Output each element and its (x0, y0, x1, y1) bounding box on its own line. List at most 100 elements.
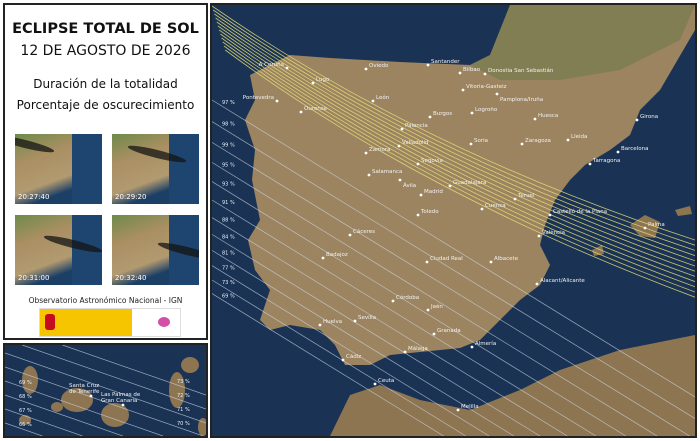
island (61, 388, 93, 412)
eclipse-map[interactable]: 97 % 98 % 99 % 95 % 93 % 91 % 88 % 84 % 81 % 77 %… (210, 3, 697, 438)
city-dot (461, 88, 465, 92)
city-label: Lleida (571, 134, 587, 140)
city-marker[interactable]: Donostia San Sebastián (483, 67, 554, 76)
thumbnail-2[interactable]: 20:29:20 (112, 134, 199, 204)
city-marker[interactable]: Sevilla (353, 315, 376, 323)
coverage-line (212, 217, 568, 436)
coverage-label: 68 % (19, 394, 32, 400)
city-marker[interactable]: Bilbao (458, 67, 481, 75)
city-marker[interactable]: Jaén (426, 303, 444, 312)
city-marker[interactable]: Huesca (533, 113, 559, 121)
city-marker[interactable]: Teruel (513, 193, 535, 201)
city-marker[interactable]: Salamanca (367, 169, 403, 177)
city-marker[interactable]: León (371, 94, 390, 103)
city-marker[interactable]: Almería (470, 340, 497, 349)
city-marker[interactable]: Ceuta (373, 378, 395, 386)
city-marker[interactable]: Zaragoza (520, 138, 551, 146)
city-marker[interactable]: Cáceres (348, 228, 376, 237)
city-marker[interactable]: Ciudad Real (425, 256, 464, 264)
city-label: Santa Cruz de Tenerife (69, 383, 100, 395)
city-marker[interactable]: Castelló de la Plana (548, 208, 608, 217)
city-marker[interactable]: Cádiz (341, 353, 362, 362)
thumbnail-4[interactable]: 20:32:40 (112, 215, 199, 285)
city-dot (348, 233, 352, 237)
city-marker[interactable]: Logroño (470, 107, 498, 115)
city-dot (341, 358, 345, 362)
city-label: Donostia San Sebastián (488, 67, 554, 74)
city-marker[interactable]: Málaga (403, 345, 428, 354)
city-label: Girona (640, 114, 658, 120)
coverage-line (212, 99, 695, 398)
city-marker[interactable]: Madrid (419, 189, 443, 197)
coverage-line (22, 345, 206, 410)
city-dot (616, 150, 620, 154)
city-marker[interactable]: Valladolid (397, 140, 429, 148)
city-marker[interactable]: Alacant/Alicante (535, 278, 586, 286)
city-marker[interactable]: Ourense (299, 106, 328, 114)
city-dot (566, 138, 570, 142)
city-label: Madrid (424, 189, 443, 195)
canary-islands-inset: 73 % 72 % 71 % 70 % 69 % 68 % 67 % 66 % Santa Cr… (3, 343, 208, 438)
city-marker[interactable]: Pamplona/Iruña (495, 92, 544, 103)
city-label: Oviedo (369, 63, 389, 69)
city-marker[interactable]: Lugo (311, 77, 330, 85)
city-marker[interactable]: Tarragona (588, 158, 621, 166)
land-europe (245, 5, 695, 365)
city-marker[interactable]: Las Palmas de Gran Canaria (101, 392, 141, 407)
city-marker[interactable]: Ávila (398, 178, 417, 189)
city-marker[interactable]: Huelva (318, 319, 343, 327)
city-marker[interactable]: Vitoria-Gasteiz (461, 84, 507, 92)
city-label: Badajoz (326, 252, 348, 258)
city-marker[interactable]: Palencia (400, 123, 428, 131)
city-marker[interactable]: Segovia (416, 158, 443, 166)
coverage-label: 84 % (222, 235, 235, 241)
city-dot (426, 63, 430, 67)
city-dot (299, 110, 303, 114)
city-marker[interactable]: Cuenca (480, 203, 506, 211)
city-marker[interactable]: A Coruña (259, 62, 289, 70)
city-marker[interactable]: Barcelona (616, 146, 649, 154)
city-marker[interactable]: Soria (469, 138, 488, 146)
city-marker[interactable]: Melilla (456, 404, 479, 412)
city-marker[interactable]: Santa Cruz de Tenerife (69, 383, 100, 398)
city-label: Logroño (475, 107, 498, 113)
city-dot (535, 282, 539, 286)
city-marker[interactable]: Oviedo (364, 63, 389, 71)
coverage-label: 72 % (177, 393, 190, 399)
subtitle-duration: Duración de la totalidad (33, 77, 178, 91)
city-label: Ceuta (378, 378, 394, 384)
title: ECLIPSE TOTAL DE SOL (12, 21, 199, 37)
city-dot (367, 173, 371, 177)
city-marker[interactable]: Albacete (489, 256, 519, 264)
iberia-map: 97 % 98 % 99 % 95 % 93 % 91 % 88 % 84 % 81 % 77 %… (212, 5, 695, 436)
city-marker[interactable]: Badajoz (321, 252, 348, 260)
island-menorca (675, 206, 692, 216)
city-marker[interactable]: Zamora (364, 147, 391, 155)
city-dot (353, 319, 357, 323)
coverage-line (212, 279, 466, 436)
coverage-line (212, 181, 627, 436)
thumbnail-3[interactable]: 20:31:00 (15, 215, 102, 285)
city-label: Pamplona/Iruña (500, 97, 543, 103)
city-marker[interactable]: Guadalajara (448, 180, 487, 188)
city-marker[interactable]: Granada (432, 328, 461, 336)
city-marker[interactable]: Palma (643, 222, 665, 230)
city-marker[interactable]: Burgos (428, 111, 453, 119)
city-dot (398, 178, 402, 182)
city-marker[interactable]: Toledo (416, 209, 440, 217)
coverage-line (5, 422, 43, 436)
city-marker[interactable]: Lleida (566, 134, 588, 142)
city-marker[interactable]: Córdoba (391, 294, 419, 303)
city-dot (458, 71, 462, 75)
coverage-label: 69 % (222, 294, 235, 300)
thumbnail-1[interactable]: 20:27:40 (15, 134, 102, 204)
coverage-line (212, 121, 695, 419)
credit: Observatorio Astronómico Nacional - IGN (28, 296, 183, 305)
city-dot (513, 197, 517, 201)
city-marker[interactable]: Santander (426, 59, 461, 67)
city-dot (533, 117, 537, 121)
island (19, 415, 31, 425)
city-marker[interactable]: València (537, 229, 565, 238)
city-marker[interactable]: Pontevedra (243, 95, 279, 103)
city-marker[interactable]: Girona (635, 114, 659, 122)
